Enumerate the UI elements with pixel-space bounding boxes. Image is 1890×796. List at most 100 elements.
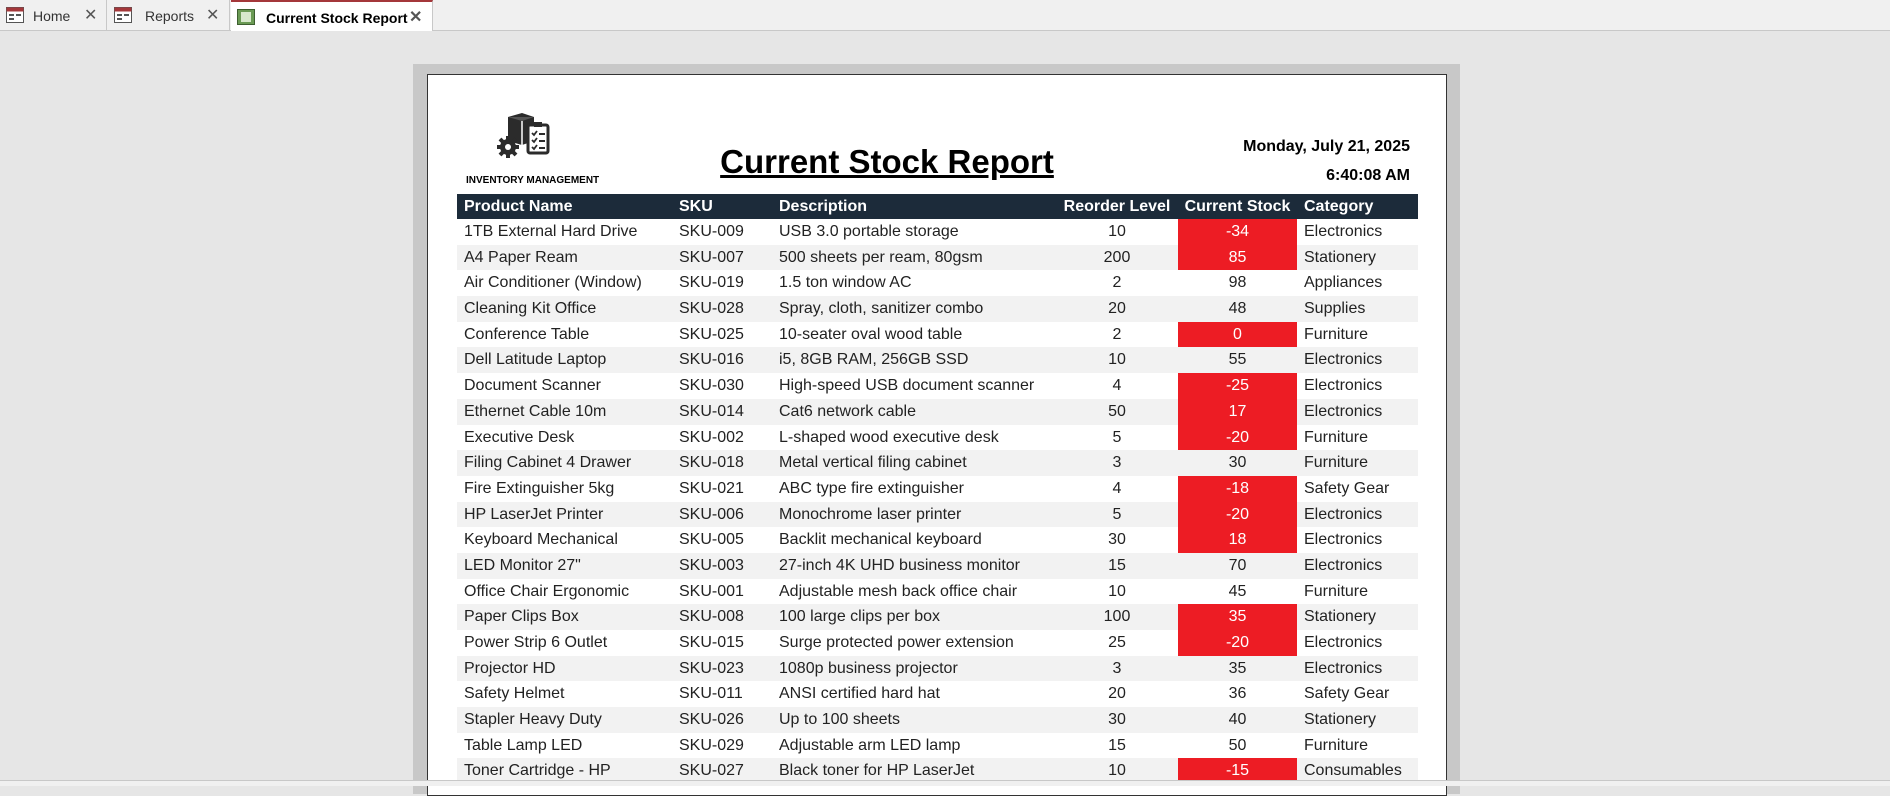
reorder-level: 3 [1112, 659, 1122, 677]
category: Stationery [1304, 711, 1377, 729]
logo [497, 113, 550, 158]
reorder-level: 10 [1108, 351, 1126, 369]
tab-home[interactable]: Home ✕ [0, 0, 107, 30]
description: USB 3.0 portable storage [779, 223, 959, 240]
description: Adjustable arm LED lamp [779, 736, 961, 754]
report-date: Monday, July 21, 2025 [1243, 138, 1410, 155]
form-icon [114, 7, 132, 23]
description: Adjustable mesh back office chair [779, 582, 1018, 600]
product-name: Power Strip 6 Outlet [464, 634, 608, 651]
product-name: Document Scanner [464, 377, 601, 395]
close-button[interactable]: ✕ [206, 7, 220, 24]
reorder-level: 4 [1112, 479, 1122, 497]
tab-label: Reports [145, 8, 195, 24]
description: Surge protected power extension [779, 634, 1014, 651]
table-row: Safety Helmet SKU-011 ANSI certified hard … [457, 681, 1418, 707]
description: 27-inch 4K UHD business monitor [779, 556, 1020, 574]
description: High-speed USB document scanner [779, 377, 1035, 395]
table-row: Document Scanner SKU-030 High-speed USB do… [457, 373, 1418, 399]
sku: SKU-019 [679, 274, 744, 292]
description: ANSI certified hard hat [779, 685, 940, 703]
column-header: Category [1304, 198, 1374, 215]
current-stock: -20 [1178, 630, 1297, 656]
sku: SKU-029 [679, 736, 744, 754]
description: 1080p business projector [779, 659, 958, 677]
reorder-level: 5 [1112, 428, 1122, 446]
table-row: Conference Table SKU-025 10-seater oval wo… [457, 321, 1418, 348]
product-name: Ethernet Cable 10m [464, 402, 607, 420]
product-name: Keyboard Mechanical [464, 531, 618, 549]
sku: SKU-025 [679, 325, 744, 343]
table-row: LED Monitor 27" SKU-003 27-inch 4K UHD bus… [457, 552, 1418, 579]
table-row: Office Chair Ergonomic SKU-001 Adjustable … [457, 579, 1418, 605]
sku: SKU-006 [679, 505, 744, 523]
category: Supplies [1304, 300, 1366, 318]
form-icon [6, 7, 24, 23]
category: Electronics [1304, 351, 1383, 369]
column-header: SKU [679, 198, 713, 215]
description: 500 sheets per ream, 80gsm [779, 248, 983, 266]
current-stock: -18 [1178, 475, 1297, 502]
table-row: Filing Cabinet 4 Drawer SKU-018 Metal vert… [457, 450, 1418, 476]
close-button[interactable]: ✕ [409, 9, 423, 26]
category: Electronics [1304, 505, 1383, 523]
tab-label: Current Stock Report [266, 10, 408, 26]
product-name: A4 Paper Ream [464, 248, 578, 266]
sku: SKU-018 [679, 454, 744, 472]
sku: SKU-001 [679, 582, 744, 600]
tab-current-stock-report[interactable]: Current Stock Report ✕ [231, 0, 433, 31]
status-bar [0, 780, 1890, 786]
description: Black toner for HP LaserJet [779, 762, 975, 780]
reorder-level: 2 [1112, 325, 1122, 343]
product-name: Filing Cabinet 4 Drawer [464, 454, 632, 472]
column-header: Current Stock [1184, 198, 1291, 215]
reorder-level: 5 [1112, 505, 1122, 523]
product-name: Conference Table [464, 325, 590, 343]
sku: SKU-002 [679, 428, 744, 446]
description: Monochrome laser printer [779, 505, 962, 523]
report-title: Current Stock Report [720, 143, 1054, 180]
current-stock: 0 [1178, 321, 1297, 348]
description: Cat6 network cable [779, 402, 916, 420]
category: Electronics [1304, 223, 1383, 240]
description: 1.5 ton window AC [779, 274, 912, 292]
reorder-level: 25 [1108, 634, 1126, 651]
table-row: Dell Latitude Laptop SKU-016 i5, 8GB RAM, … [457, 347, 1418, 374]
close-button[interactable]: ✕ [84, 7, 98, 24]
reorder-level: 20 [1108, 685, 1126, 703]
sku: SKU-007 [679, 248, 744, 266]
category: Stationery [1304, 608, 1377, 626]
product-name: Dell Latitude Laptop [464, 351, 607, 369]
description: 10-seater oval wood table [779, 325, 963, 343]
description: Backlit mechanical keyboard [779, 531, 982, 549]
category: Electronics [1304, 556, 1383, 574]
current-stock: -20 [1178, 501, 1297, 528]
table-row: Fire Extinguisher 5kg SKU-021 ABC type fir… [457, 475, 1418, 502]
current-stock: -34 [1178, 219, 1297, 245]
current-stock: 17 [1178, 398, 1297, 425]
product-name: Fire Extinguisher 5kg [464, 479, 615, 497]
table-row: Toner Cartridge - HP SKU-027 Black toner f… [457, 758, 1418, 785]
sku: SKU-005 [679, 531, 744, 549]
current-stock: 70 [1228, 556, 1247, 574]
current-stock: -20 [1178, 424, 1297, 451]
current-stock: 36 [1228, 685, 1247, 703]
reorder-level: 10 [1108, 223, 1126, 240]
description: Spray, cloth, sanitizer combo [779, 300, 984, 318]
product-name: Safety Helmet [464, 685, 565, 703]
table-row: Air Conditioner (Window) SKU-019 1.5 ton w… [457, 270, 1418, 296]
reorder-level: 2 [1112, 274, 1122, 292]
table-row: Ethernet Cable 10m SKU-014 Cat6 network ca… [457, 398, 1418, 425]
stock-table: Product Name SKU Description Reorder Level C… [457, 194, 1418, 785]
description: i5, 8GB RAM, 256GB SSD [779, 351, 969, 369]
logo-caption: INVENTORY MANAGEMENT [466, 175, 600, 186]
product-name: Projector HD [464, 659, 556, 677]
current-stock: 85 [1178, 244, 1297, 271]
description: 100 large clips per box [779, 608, 940, 626]
category: Electronics [1304, 402, 1383, 420]
tab-reports[interactable]: Reports ✕ [108, 0, 230, 30]
product-name: Paper Clips Box [464, 608, 579, 626]
description: Up to 100 sheets [779, 711, 900, 729]
current-stock: 40 [1228, 711, 1247, 729]
